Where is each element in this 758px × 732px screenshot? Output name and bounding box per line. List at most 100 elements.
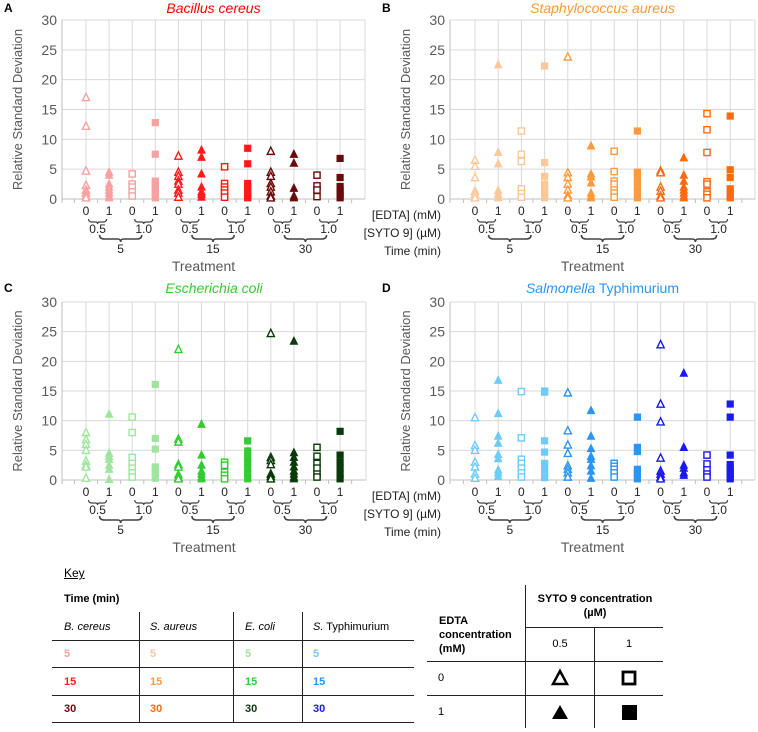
series-t5-syto0.5-edta0: [470, 154, 480, 202]
x-tick-label-edta: 0: [221, 485, 228, 499]
x-tick-label-edta: 1: [198, 204, 205, 218]
open-triangle-point: [173, 191, 184, 202]
brace-syto: [226, 499, 246, 506]
filled-triangle-point: [289, 192, 299, 202]
brace-time: [98, 234, 143, 243]
x-tick-label-time: 30: [689, 523, 703, 537]
series-t30-syto0.5-edta0: [266, 145, 276, 202]
brace-syto: [180, 499, 200, 506]
series-t15-syto0.5-edta0: [563, 387, 573, 481]
series-t30-syto1.0-edta0: [703, 451, 711, 481]
chart-title: Escherichia coli: [165, 280, 263, 296]
x-tick-label-edta: 1: [634, 204, 641, 218]
y-tick-label: 30: [41, 294, 57, 310]
chart-title-part: Staphylococcus aureus: [530, 0, 675, 16]
series-t30-syto0.5-edta1: [679, 152, 689, 202]
brace-time: [283, 234, 328, 243]
filled-square-point: [541, 437, 549, 445]
series-t30-syto0.5-edta0: [266, 327, 276, 483]
table-divider: [525, 585, 526, 728]
x-tick-label-time: 5: [117, 523, 124, 537]
table-rule: [427, 661, 663, 662]
series-t30-syto0.5-edta1: [289, 149, 299, 202]
series-t15-syto1.0-edta1: [633, 127, 641, 202]
time-color-cell: 30: [313, 703, 326, 715]
species-italic: B. cereus: [64, 621, 111, 633]
open-triangle-point: [563, 447, 573, 458]
y-axis-label: Relative Standard Deviation: [398, 29, 413, 190]
brace-syto: [477, 499, 497, 506]
filled-triangle-point: [493, 158, 503, 168]
filled-square-point: [336, 475, 344, 483]
time-color-cell: 30: [245, 703, 258, 715]
series-t5-syto1.0-edta0: [517, 387, 526, 481]
series-t30-syto1.0-edta1: [336, 427, 344, 483]
open-triangle-point: [655, 452, 666, 462]
x-axis-label: Treatment: [561, 258, 624, 274]
filled-square-point: [244, 458, 252, 466]
series-t5-syto0.5-edta1: [104, 408, 114, 484]
x-tick-label-edta: 1: [541, 485, 548, 499]
x-tick-label-edta: 0: [83, 204, 90, 218]
filled-square-point: [244, 437, 252, 445]
open-triangle-point: [173, 473, 184, 483]
brace-syto: [709, 218, 729, 225]
series-t5-syto1.0-edta1: [151, 119, 159, 202]
syto-value: 0.5: [552, 638, 568, 650]
series-t5-syto1.0-edta1: [541, 387, 549, 482]
x-tick-label-edta: 0: [129, 485, 136, 499]
open-triangle-point: [81, 192, 91, 202]
filled-triangle-point: [104, 408, 114, 418]
series-t15-syto0.5-edta1: [197, 419, 206, 483]
chart-title: Salmonella Typhimurium: [526, 280, 679, 296]
brace-syto: [569, 218, 589, 225]
open-square-point: [128, 170, 137, 178]
series-t30-syto0.5-edta1: [289, 335, 299, 483]
edta-value: 1: [438, 706, 445, 718]
brace-time: [673, 515, 718, 524]
filled-square-point: [726, 173, 734, 182]
filled-triangle-point: [493, 453, 503, 463]
open-square-point: [220, 475, 229, 483]
series-t30-syto1.0-edta0: [313, 443, 321, 481]
x-row-label: Time (min): [384, 244, 441, 258]
panel-b: B Staphylococcus aureus051015202530Relati…: [364, 0, 756, 274]
series-t15-syto1.0-edta1: [244, 144, 252, 202]
open-triangle-point: [655, 192, 666, 202]
filled-square-point: [541, 448, 549, 456]
brace-syto: [318, 218, 339, 225]
filled-triangle-point: [679, 192, 689, 202]
x-tick-label-edta: 0: [129, 204, 136, 218]
series-t15-syto1.0-edta0: [610, 459, 619, 481]
brace-time: [191, 515, 235, 524]
y-axis-label: Relative Standard Deviation: [398, 310, 413, 471]
open-square-point: [313, 452, 321, 461]
open-square-point: [128, 428, 137, 437]
chart-title-part: Salmonella: [526, 280, 595, 296]
y-tick-label: 5: [437, 442, 445, 458]
filled-triangle-point: [197, 152, 206, 161]
y-tick-label: 15: [41, 102, 57, 118]
series-t30-syto0.5-edta0: [655, 165, 666, 202]
filled-square-point: [726, 413, 734, 421]
x-tick-label-time: 30: [689, 242, 703, 256]
open-square-point: [313, 171, 321, 179]
filled-triangle-point: [104, 169, 114, 179]
filled-square-point: [633, 194, 641, 202]
filled-triangle-point: [679, 152, 689, 162]
brace-time: [673, 234, 718, 243]
species-italic: S.: [313, 621, 324, 633]
x-tick-label-edta: 0: [704, 485, 711, 499]
x-tick-label-time: 5: [506, 242, 513, 256]
open-square-point: [517, 157, 526, 166]
filled-square-point: [151, 194, 159, 202]
x-tick-label-syto: 1.0: [320, 503, 337, 517]
x-tick-label-edta: 1: [588, 485, 595, 499]
x-tick-label-edta: 1: [244, 485, 251, 499]
time-color-cell: 30: [64, 703, 77, 715]
open-triangle-point: [655, 167, 666, 177]
filled-triangle-point: [289, 157, 299, 167]
series-t15-syto1.0-edta1: [633, 413, 641, 483]
y-tick-label: 0: [437, 191, 445, 207]
open-square-point: [610, 167, 619, 176]
